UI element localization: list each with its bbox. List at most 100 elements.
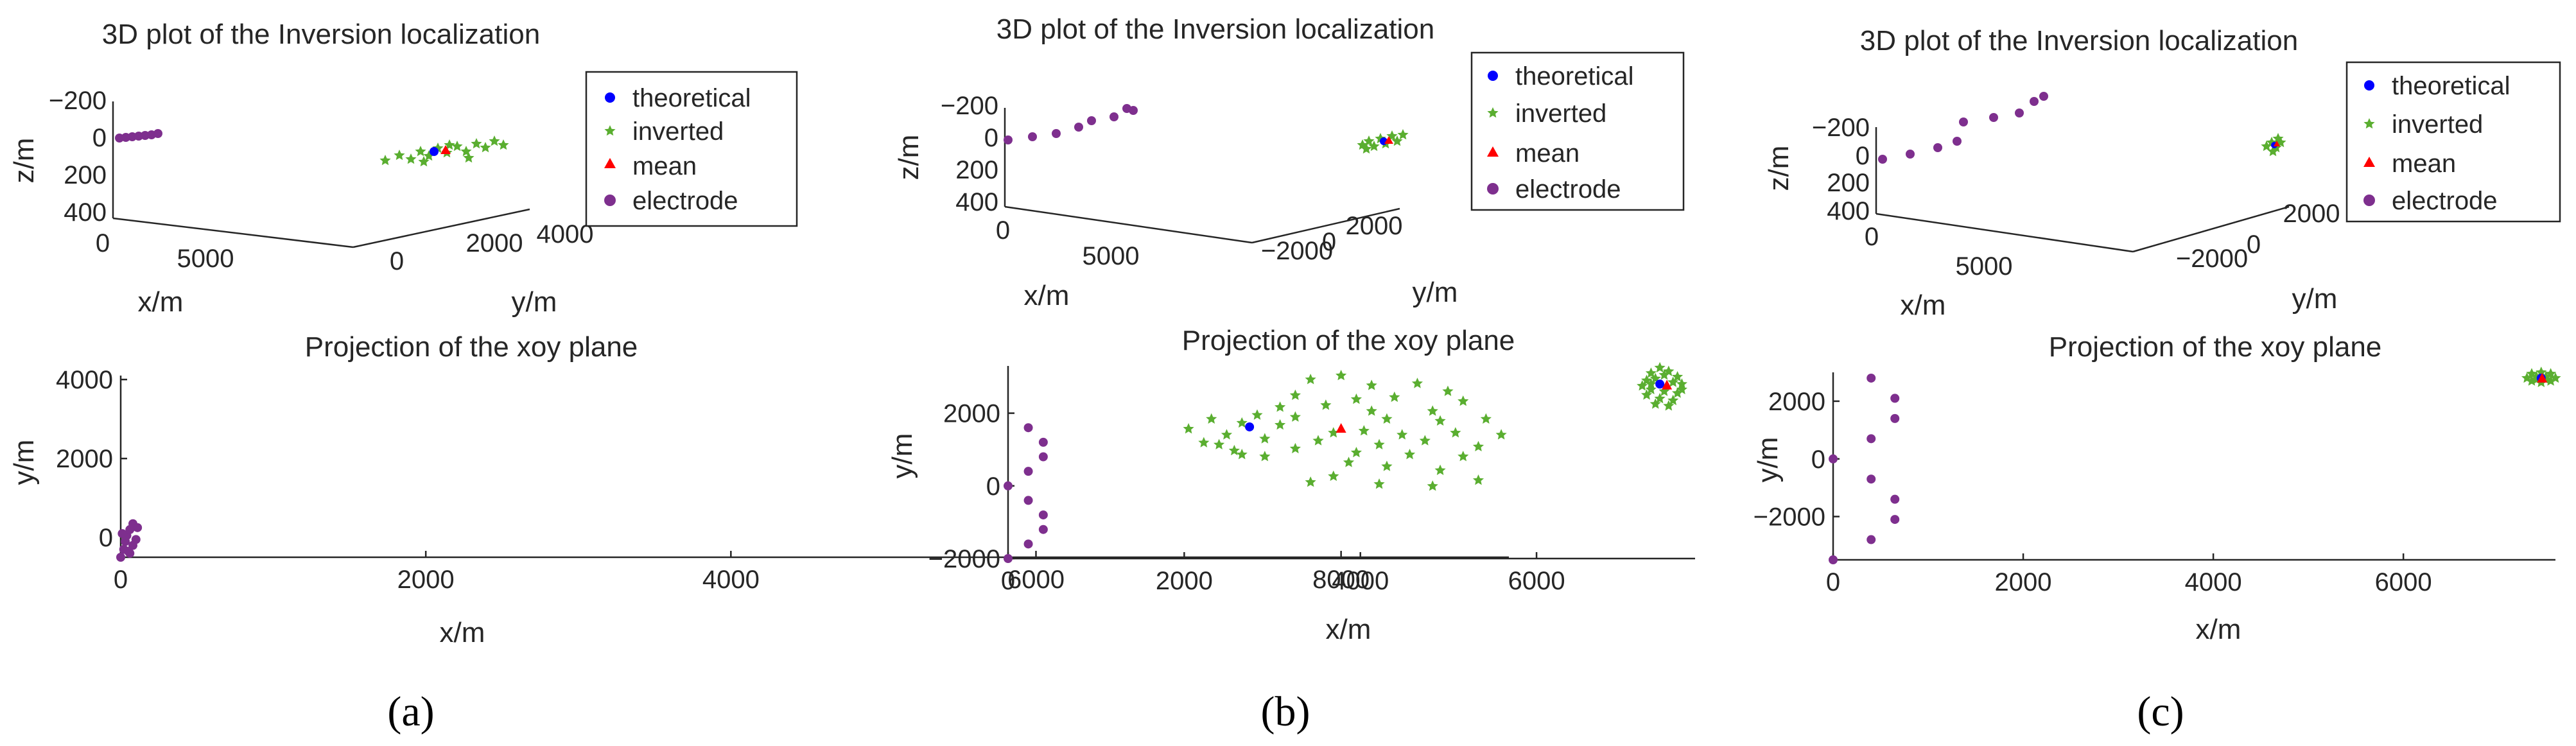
electrode-point: [1890, 494, 1900, 504]
inverted-point: [1427, 480, 1438, 491]
x-tick-label: 2000: [1156, 567, 1213, 595]
inverted-point: [471, 138, 482, 149]
electrode-point: [1023, 496, 1033, 505]
y-tick: −2000: [2176, 245, 2248, 273]
inverted-point: [1404, 449, 1416, 460]
x-tick-label: 0: [1826, 568, 1840, 596]
electrode-point: [1038, 452, 1048, 462]
inverted-point: [1458, 395, 1469, 406]
inverted-point: [1419, 435, 1431, 446]
x-tick-label: 6000: [1508, 567, 1565, 595]
z-tick: −200: [941, 92, 998, 120]
inverted-point: [1259, 451, 1271, 462]
inverted-point: [1480, 413, 1492, 424]
y-axis-label: y/m: [1413, 277, 1458, 308]
electrode-point: [1028, 132, 1037, 141]
inverted-point: [1434, 415, 1446, 426]
inverted-point: [1397, 129, 1409, 140]
inverted-point: [1198, 437, 1210, 447]
inverted-point: [1320, 399, 1332, 410]
z-tick: 400: [64, 198, 107, 227]
legend-electrode-label: electrode: [632, 187, 738, 215]
electrode-point: [1933, 143, 1942, 152]
legend-mean-label: mean: [632, 152, 697, 180]
legend-theoretical-marker: [2364, 80, 2374, 91]
y-tick-label: 2000: [56, 445, 113, 473]
electrode-point: [131, 535, 141, 544]
y-tick-label: 0: [986, 473, 1000, 501]
electrode-point: [1890, 515, 1900, 525]
legend-mean-label: mean: [1515, 139, 1580, 168]
y-tick: 0: [1322, 228, 1336, 256]
electrode-point: [1959, 117, 1968, 126]
electrode-point: [1004, 135, 1013, 144]
panel-b: 3D plot of the Inversion localization −2…: [887, 13, 1695, 735]
electrode-point: [2039, 92, 2048, 101]
plot3d-c-points: [1878, 92, 2286, 164]
inverted-point: [1442, 385, 1454, 396]
electrode-point: [1087, 116, 1096, 125]
inverted-point: [1259, 433, 1271, 444]
z-tick: 400: [955, 188, 998, 216]
legend-mean-marker: [604, 158, 616, 168]
x-tick-label: 6000: [2375, 568, 2432, 596]
legend-c-box: [2345, 61, 2561, 223]
x-axis-label: x/m: [1024, 280, 1070, 311]
y-axis-label: y/m: [512, 286, 557, 318]
electrode-point: [1110, 112, 1118, 121]
y-tick: −2000: [1261, 237, 1333, 265]
electrode-point: [1829, 555, 1838, 564]
inverted-point: [1343, 456, 1355, 467]
electrode-point: [1829, 454, 1838, 464]
electrode-point: [1004, 554, 1013, 563]
legend-a: theoretical inverted mean electrode: [585, 71, 798, 227]
mean-point: [1336, 423, 1346, 433]
electrode-point: [116, 553, 125, 562]
y-axis-line: [352, 208, 530, 248]
inverted-point: [480, 142, 491, 153]
legend-b-box: [1470, 51, 1685, 211]
inverted-point: [1328, 470, 1339, 481]
plot2d-c-ylabel: y/m: [1752, 437, 1784, 483]
plot2d-b-title: Projection of the xoy plane: [1182, 325, 1515, 356]
electrode-point: [1052, 129, 1061, 138]
z-tick: 400: [1827, 197, 1870, 225]
legend-c: theoretical inverted mean electrode: [2345, 61, 2561, 223]
x-tick-label: 2000: [397, 566, 455, 594]
inverted-point: [1336, 370, 1347, 381]
inverted-point: [1366, 379, 1377, 390]
electrode-point: [153, 129, 162, 138]
electrode-point: [133, 523, 143, 532]
y-tick: 2000: [466, 229, 523, 257]
inverted-point: [1472, 440, 1484, 452]
electrode-point: [117, 529, 127, 539]
plot2d-a-title: Projection of the xoy plane: [305, 331, 638, 363]
electrode-point: [1023, 467, 1033, 476]
z-tick: 0: [984, 124, 998, 152]
plot3d-a: 3D plot of the Inversion localization −2…: [8, 19, 798, 318]
inverted-point: [1183, 423, 1194, 434]
plot2d-a-xlabel: x/m: [440, 617, 485, 648]
electrode-point: [1867, 373, 1876, 383]
plot2d-b: Projection of the xoy plane 0 2000 4000 600…: [887, 325, 1695, 645]
y-tick: 2000: [1346, 212, 1403, 240]
electrode-point: [2015, 108, 2024, 117]
inverted-point: [379, 155, 391, 166]
inverted-point: [460, 146, 472, 157]
electrode-point: [1038, 510, 1048, 520]
electrode-point: [1023, 539, 1033, 549]
legend-electrode-label: electrode: [1515, 175, 1621, 204]
inverted-point: [1381, 460, 1393, 471]
x-tick-label: 6000: [1007, 566, 1065, 594]
inverted-point: [1350, 446, 1362, 458]
x-tick-label: 4000: [2185, 568, 2242, 596]
plot3d-c-axes: [1875, 127, 2290, 253]
electrode-point: [1890, 394, 1900, 403]
x-axis-label: x/m: [1901, 290, 1946, 321]
y-tick: 0: [2247, 230, 2261, 259]
inverted-point: [1289, 442, 1301, 454]
legend-mean-label: mean: [2392, 150, 2456, 178]
plot2d-b-xlabel: x/m: [1326, 614, 1371, 645]
y-tick-label: −2000: [1754, 503, 1825, 532]
